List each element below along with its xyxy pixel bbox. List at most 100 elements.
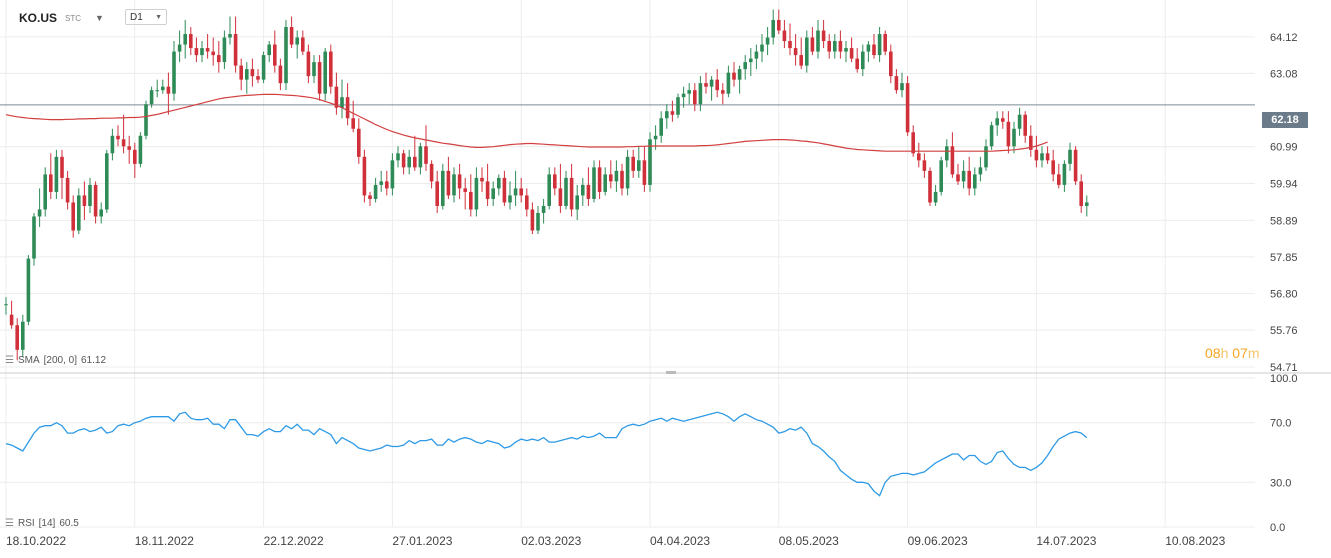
candle-body — [642, 160, 647, 185]
candle-body — [877, 34, 882, 56]
candle-body — [625, 156, 630, 189]
candle-body — [452, 174, 456, 196]
sma-name: SMA — [17, 355, 40, 366]
candle-body — [401, 153, 406, 168]
date-tick-label: 09.06.2023 — [908, 534, 968, 548]
candle-body — [407, 156, 411, 168]
candle-body — [631, 156, 635, 171]
candle-body — [799, 55, 803, 66]
sma-value: 61.12 — [81, 355, 107, 366]
candle-body — [995, 118, 999, 126]
candle-body — [329, 51, 333, 87]
candle-body — [161, 86, 165, 91]
rsi-tick-label: 0.0 — [1270, 522, 1285, 534]
candle-body — [474, 177, 479, 210]
instrument-header[interactable]: KO.US STC ▼ — [19, 9, 104, 27]
price-tick-label: 55.76 — [1270, 325, 1298, 337]
candle-body — [592, 167, 596, 199]
candle-body — [805, 37, 809, 66]
candle-body — [889, 51, 893, 77]
candle-body — [945, 146, 949, 161]
candle-body — [978, 167, 983, 175]
candle-body — [189, 34, 193, 49]
candle-body — [911, 132, 915, 154]
candle-body — [99, 209, 103, 217]
candle-body — [105, 153, 109, 210]
candle-body — [1051, 160, 1055, 175]
candle-body — [821, 30, 826, 42]
symbol-dropdown-icon[interactable]: ▼ — [95, 13, 104, 23]
candle-body — [1079, 181, 1083, 206]
candle-body — [15, 325, 19, 350]
price-tick-label: 63.08 — [1270, 68, 1298, 80]
candle-body — [687, 90, 691, 94]
rsi-legend[interactable]: ☰ RSI [14] 60.5 — [5, 518, 79, 529]
candle-body — [110, 135, 115, 154]
candle-body — [872, 44, 876, 56]
candle-body — [368, 195, 372, 199]
candle-body — [525, 195, 529, 210]
candle-body — [194, 48, 199, 56]
rsi-tick-label: 100.0 — [1270, 373, 1298, 385]
candle-body — [21, 321, 25, 350]
price-panel[interactable] — [0, 9, 1255, 361]
price-tick-label: 57.85 — [1270, 252, 1298, 264]
candle-body — [844, 48, 848, 52]
menu-icon[interactable]: ☰ — [5, 518, 14, 529]
candle-body — [351, 118, 355, 129]
candle-body — [1085, 202, 1089, 206]
candle-body — [26, 258, 31, 322]
candle-body — [558, 188, 563, 206]
candle-body — [441, 170, 445, 206]
symbol-type: STC — [65, 13, 82, 23]
candle-body — [681, 93, 686, 98]
date-tick-label: 10.08.2023 — [1165, 534, 1225, 548]
price-tick-label: 64.12 — [1270, 32, 1298, 44]
candle-body — [469, 191, 473, 210]
candle-body — [782, 30, 787, 42]
candle-body — [950, 146, 955, 175]
candle-body — [609, 174, 613, 182]
timeframe-select[interactable]: D1 ▼ — [125, 9, 167, 25]
candle-body — [497, 177, 501, 189]
candle-body — [715, 79, 719, 91]
candle-body — [172, 51, 176, 94]
candle-body — [144, 104, 148, 136]
candle-body — [435, 181, 439, 206]
candle-body — [82, 195, 87, 206]
candle-body — [989, 125, 994, 147]
candle-body — [855, 58, 859, 70]
candle-body — [463, 188, 467, 192]
candle-body — [385, 181, 389, 189]
candle-body — [49, 174, 53, 192]
candle-body — [312, 62, 316, 77]
candle-body — [1068, 149, 1072, 164]
menu-icon[interactable]: ☰ — [5, 355, 14, 366]
candle-body — [760, 44, 764, 52]
candle-body — [418, 146, 423, 168]
candle-body — [77, 195, 81, 231]
candle-body — [861, 51, 865, 70]
date-tick-label: 22.12.2022 — [264, 534, 324, 548]
countdown-hours: 08 — [1205, 345, 1221, 361]
candle-body — [698, 83, 703, 105]
candle-body — [491, 188, 495, 199]
candle-body — [586, 184, 591, 199]
symbol-name[interactable]: KO.US — [19, 11, 58, 25]
candle-body — [788, 41, 792, 49]
rsi-panel[interactable] — [5, 411, 1088, 497]
candle-body — [749, 58, 753, 63]
sma-legend[interactable]: ☰ SMA [200, 0] 61.12 — [5, 355, 106, 366]
candle-body — [961, 170, 966, 182]
candle-body — [424, 146, 428, 164]
grid — [0, 0, 1331, 528]
candle-body — [793, 48, 798, 56]
candle-body — [732, 72, 736, 80]
candle-body — [928, 170, 932, 203]
candle-body — [37, 209, 42, 217]
candle-body — [362, 156, 367, 196]
candle-body — [973, 174, 977, 189]
rsi-params: [14] — [38, 518, 56, 529]
candle-body — [709, 79, 714, 87]
